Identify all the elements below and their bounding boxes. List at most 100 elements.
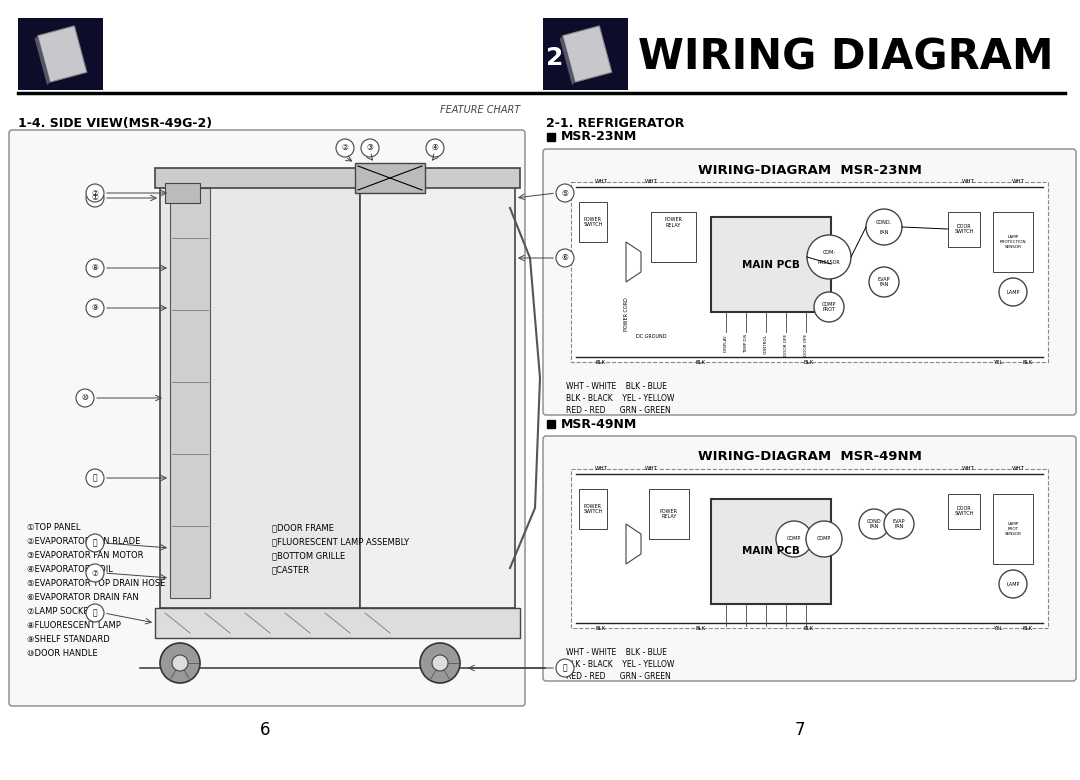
- Text: MAIN PCB: MAIN PCB: [742, 260, 800, 270]
- Bar: [993, 212, 1032, 272]
- Text: WHT: WHT: [1012, 466, 1025, 471]
- Text: POWER CORD: POWER CORD: [623, 297, 629, 331]
- Text: LAMP
PROT
SENSOR: LAMP PROT SENSOR: [1004, 523, 1022, 536]
- Circle shape: [806, 521, 842, 557]
- Circle shape: [814, 292, 843, 322]
- Polygon shape: [626, 524, 642, 564]
- Text: DOOR OPE: DOOR OPE: [784, 334, 788, 356]
- Text: ②: ②: [341, 144, 349, 153]
- Text: ③: ③: [366, 144, 374, 153]
- Circle shape: [172, 655, 188, 671]
- Text: ②EVAPORATOR FAN BLADE: ②EVAPORATOR FAN BLADE: [27, 537, 140, 546]
- Text: WIRING-DIAGRAM  MSR-23NM: WIRING-DIAGRAM MSR-23NM: [698, 164, 921, 176]
- Text: DISPLAY: DISPLAY: [724, 334, 728, 352]
- Bar: [711, 499, 831, 604]
- Text: ⑨SHELF STANDARD: ⑨SHELF STANDARD: [27, 635, 110, 644]
- Text: WHT - WHITE    BLK - BLUE: WHT - WHITE BLK - BLUE: [566, 382, 666, 391]
- Bar: [993, 494, 1032, 564]
- Text: EVAP
FAN: EVAP FAN: [893, 519, 905, 530]
- Text: WHT: WHT: [645, 466, 658, 471]
- Text: 2-1. REFRIGERATOR: 2-1. REFRIGERATOR: [546, 117, 685, 130]
- Text: 7: 7: [795, 721, 806, 739]
- Bar: [543, 18, 627, 90]
- Circle shape: [86, 469, 104, 487]
- Polygon shape: [626, 242, 642, 282]
- Circle shape: [556, 249, 573, 267]
- Text: POWER
SWITCH: POWER SWITCH: [583, 504, 603, 514]
- Text: WHT: WHT: [595, 179, 607, 184]
- Circle shape: [86, 299, 104, 317]
- Bar: [156, 168, 519, 188]
- Text: ⑫FLUORESCENT LAMP ASSEMBLY: ⑫FLUORESCENT LAMP ASSEMBLY: [272, 537, 409, 546]
- Text: ⑨: ⑨: [92, 303, 98, 313]
- Text: LAMP: LAMP: [1007, 582, 1020, 587]
- Text: WHT: WHT: [595, 466, 607, 471]
- Text: ①TOP PANEL: ①TOP PANEL: [27, 523, 81, 532]
- Text: FAN: FAN: [879, 229, 889, 235]
- Text: YEL: YEL: [994, 626, 1003, 631]
- Circle shape: [426, 139, 444, 157]
- Circle shape: [777, 521, 812, 557]
- Text: BLK - BLACK    YEL - YELLOW: BLK - BLACK YEL - YELLOW: [566, 394, 674, 403]
- Text: ⑭: ⑭: [563, 664, 567, 672]
- Circle shape: [869, 267, 899, 297]
- Bar: [579, 489, 607, 529]
- Bar: [649, 489, 689, 539]
- Text: BLK: BLK: [696, 626, 706, 631]
- Circle shape: [336, 139, 354, 157]
- Text: ⑪DOOR FRAME: ⑪DOOR FRAME: [272, 523, 334, 532]
- Text: RED - RED      GRN - GREEN: RED - RED GRN - GREEN: [566, 672, 671, 681]
- Text: COND
FAN: COND FAN: [866, 519, 881, 530]
- Text: 6: 6: [260, 721, 270, 739]
- Text: 2: 2: [546, 45, 564, 69]
- Circle shape: [76, 389, 94, 407]
- Circle shape: [160, 643, 200, 683]
- Text: ⑦: ⑦: [92, 569, 98, 577]
- Text: COND.: COND.: [876, 219, 892, 225]
- Circle shape: [420, 643, 460, 683]
- Polygon shape: [559, 36, 575, 85]
- Bar: [579, 202, 607, 242]
- Circle shape: [86, 189, 104, 207]
- Circle shape: [86, 534, 104, 552]
- Text: ⑧FLUORESCENT LAMP: ⑧FLUORESCENT LAMP: [27, 621, 121, 630]
- Bar: [355, 163, 426, 193]
- Polygon shape: [35, 36, 50, 85]
- Text: ⑫: ⑫: [93, 538, 97, 548]
- Circle shape: [86, 604, 104, 622]
- Text: WIRING DIAGRAM: WIRING DIAGRAM: [638, 37, 1053, 79]
- Bar: [948, 494, 980, 529]
- Text: ③EVAPORATOR FAN MOTOR: ③EVAPORATOR FAN MOTOR: [27, 551, 144, 560]
- Text: ⑬BOTTOM GRILLE: ⑬BOTTOM GRILLE: [272, 551, 346, 560]
- Circle shape: [556, 659, 573, 677]
- Polygon shape: [563, 26, 611, 82]
- Text: ⑩: ⑩: [82, 393, 89, 402]
- FancyBboxPatch shape: [543, 436, 1076, 681]
- Circle shape: [556, 184, 573, 202]
- Text: ①: ①: [92, 193, 98, 203]
- Text: ⑥EVAPORATOR DRAIN FAN: ⑥EVAPORATOR DRAIN FAN: [27, 593, 138, 602]
- Text: TEMP DIS: TEMP DIS: [744, 334, 748, 353]
- Text: POWER
RELAY: POWER RELAY: [664, 217, 683, 228]
- Text: YEL: YEL: [994, 360, 1003, 365]
- Text: BLK: BLK: [1023, 360, 1034, 365]
- Text: FEATURE CHART: FEATURE CHART: [440, 105, 521, 115]
- Circle shape: [86, 259, 104, 277]
- Text: LAMP: LAMP: [1007, 289, 1020, 295]
- Text: ⑤: ⑤: [562, 189, 568, 197]
- Text: BLK: BLK: [596, 360, 606, 365]
- Circle shape: [432, 655, 448, 671]
- Text: CONTROL: CONTROL: [764, 334, 768, 354]
- Text: BLK: BLK: [596, 626, 606, 631]
- Circle shape: [999, 278, 1027, 306]
- Text: ⑩DOOR HANDLE: ⑩DOOR HANDLE: [27, 649, 97, 658]
- Text: WHT: WHT: [1012, 179, 1025, 184]
- Text: DOOR
SWITCH: DOOR SWITCH: [955, 224, 974, 235]
- Text: ⑬: ⑬: [93, 608, 97, 618]
- Text: WHT: WHT: [961, 179, 974, 184]
- Circle shape: [866, 209, 902, 245]
- Text: COMP: COMP: [787, 537, 801, 541]
- Text: WIRING-DIAGRAM  MSR-49NM: WIRING-DIAGRAM MSR-49NM: [698, 451, 921, 463]
- Text: ⑧: ⑧: [92, 264, 98, 272]
- Text: RED - RED      GRN - GREEN: RED - RED GRN - GREEN: [566, 406, 671, 415]
